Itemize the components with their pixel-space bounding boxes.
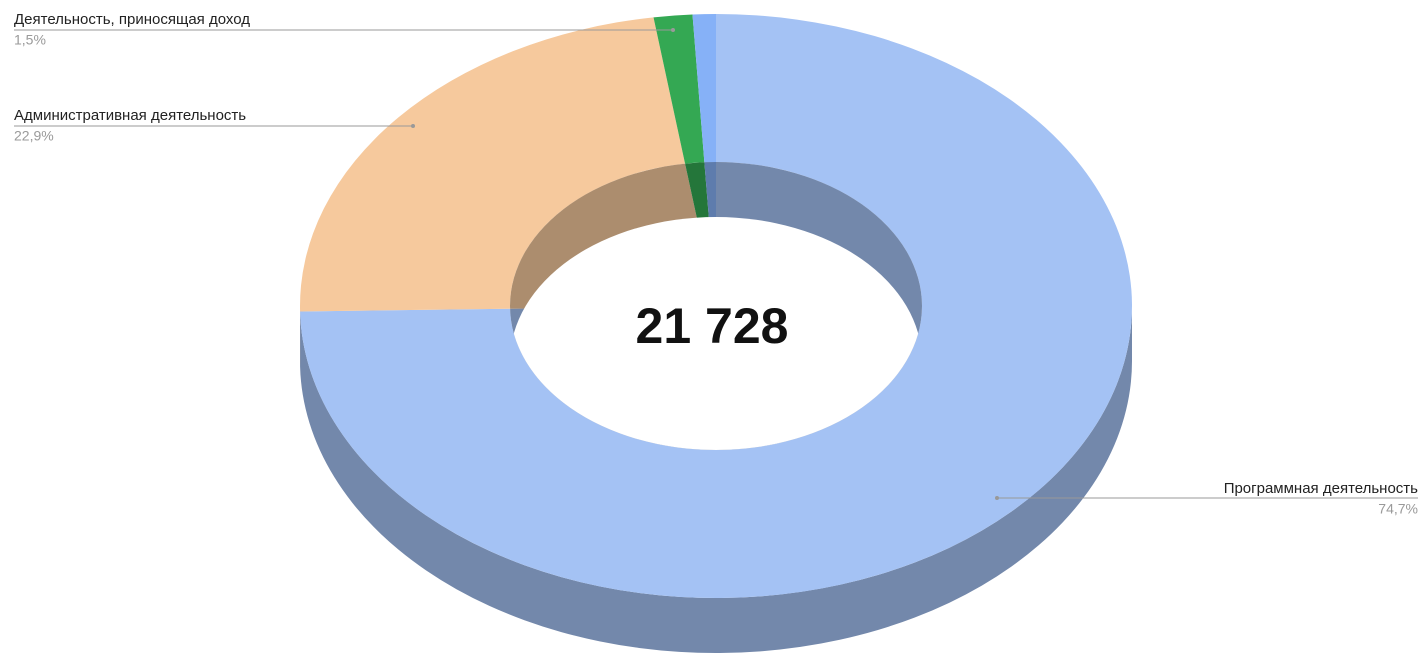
- top-faces: [300, 14, 1133, 599]
- side-wall: [300, 306, 1132, 654]
- slice-name: Программная деятельность: [1224, 480, 1418, 497]
- center-label: 21 728: [636, 298, 789, 354]
- slice: [653, 14, 705, 164]
- labels: Программная деятельность 74,7% Администрат…: [14, 11, 1418, 517]
- side-walls: [300, 306, 1132, 654]
- slice-name: Административная деятельность: [14, 107, 246, 124]
- slice: [692, 14, 716, 163]
- slice-name: Деятельность, приносящая доход: [14, 11, 250, 28]
- leader-dot: [671, 28, 675, 32]
- slice: [300, 14, 1133, 599]
- leader-dot: [411, 124, 415, 128]
- slice-value: 22,9%: [14, 128, 54, 144]
- slice: [300, 17, 686, 312]
- slice-value: 74,7%: [1378, 501, 1418, 517]
- leader-dot: [995, 496, 999, 500]
- slice-value: 1,5%: [14, 32, 46, 48]
